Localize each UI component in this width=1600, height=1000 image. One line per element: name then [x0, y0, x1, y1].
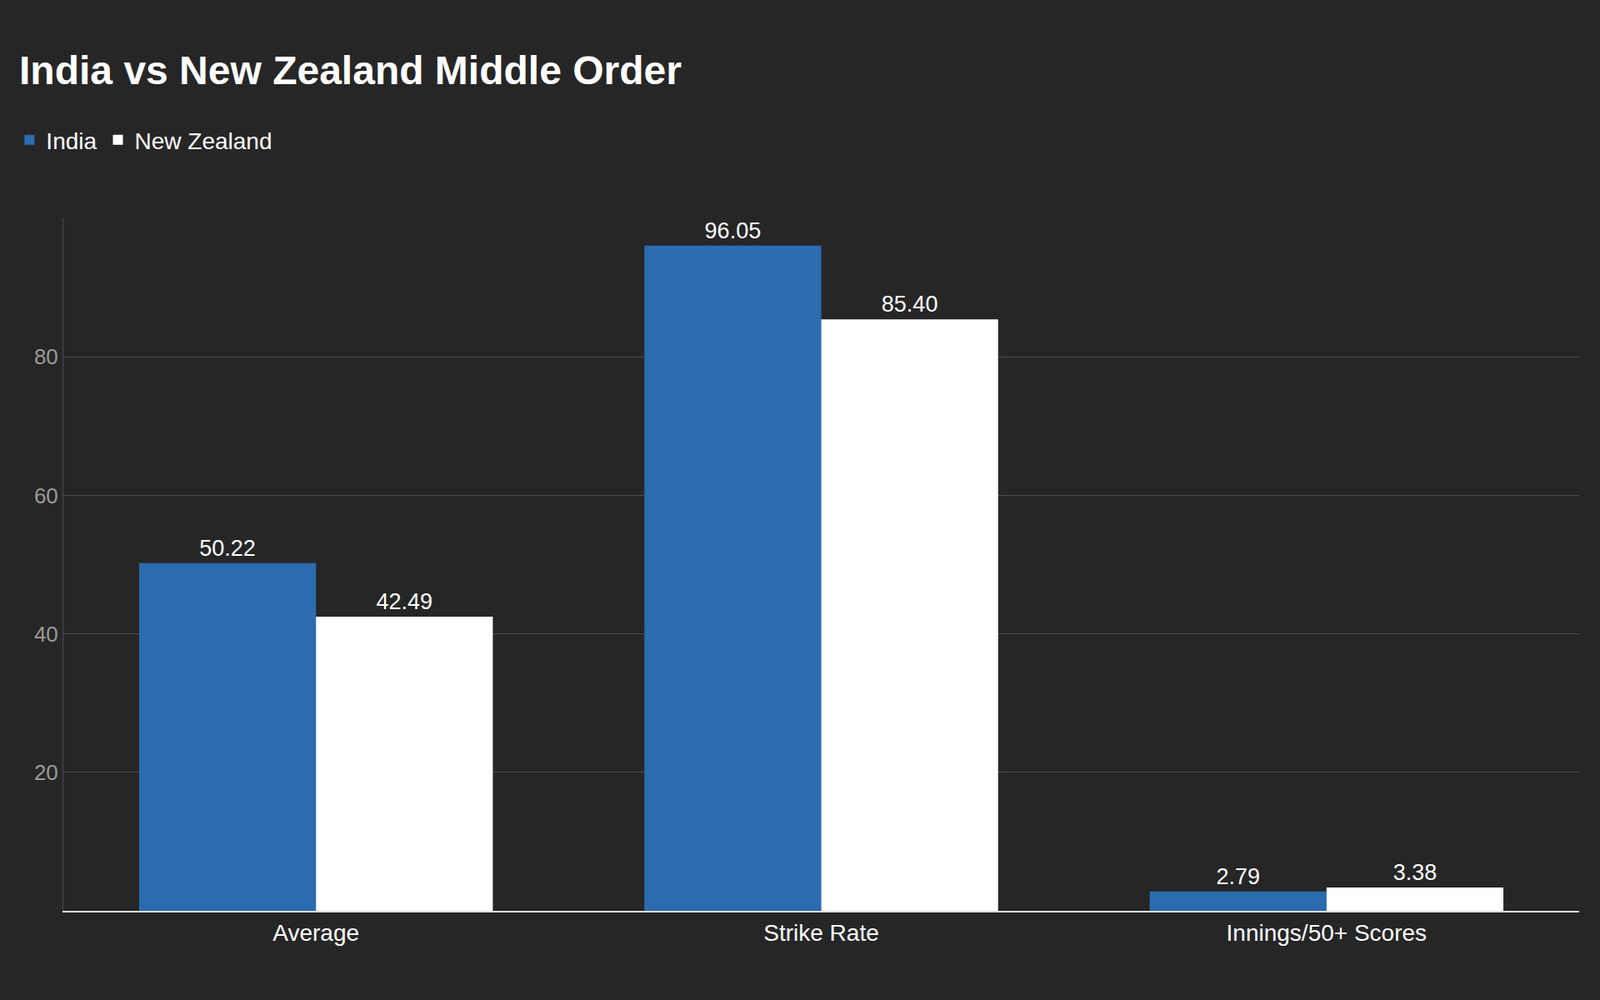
svg-text:20: 20 — [34, 760, 59, 785]
svg-text:New Zealand: New Zealand — [135, 128, 273, 155]
svg-text:80: 80 — [34, 344, 59, 370]
svg-text:Innings/50+ Scores: Innings/50+ Scores — [1226, 920, 1428, 946]
svg-text:India: India — [45, 128, 97, 155]
svg-text:50.22: 50.22 — [199, 535, 256, 561]
svg-text:Average: Average — [272, 920, 360, 946]
svg-text:Strike Rate: Strike Rate — [763, 920, 880, 946]
svg-text:60: 60 — [34, 483, 59, 509]
svg-text:2.79: 2.79 — [1215, 864, 1260, 890]
svg-text:India vs New Zealand Middle Or: India vs New Zealand Middle Order — [19, 48, 682, 93]
svg-text:85.40: 85.40 — [881, 291, 939, 317]
svg-text:96.05: 96.05 — [705, 218, 762, 244]
svg-text:40: 40 — [34, 621, 59, 647]
svg-text:3.38: 3.38 — [1393, 860, 1438, 885]
svg-text:42.49: 42.49 — [375, 589, 433, 615]
